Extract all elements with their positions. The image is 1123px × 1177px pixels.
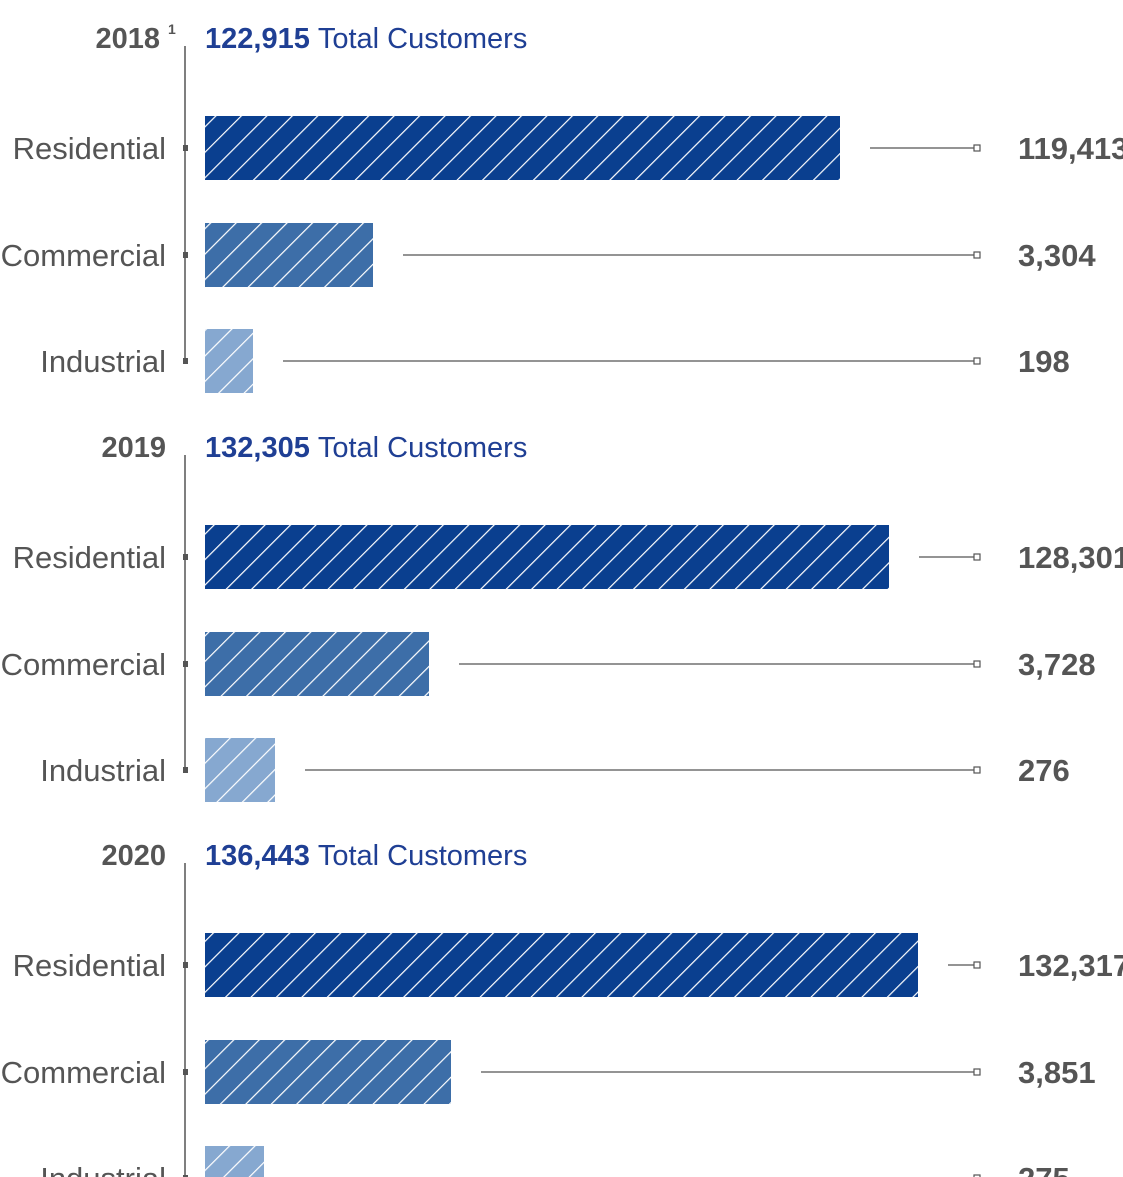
category-label-residential: Residential [13,131,166,166]
axis-tick [183,767,188,773]
bar-2018-residential [205,116,840,180]
year-group-2018: 2018 1 122,915 Total Customers Residential 11… [1,21,1123,393]
total-customers-value: 136,443 [205,840,310,872]
value-label-commercial: 3,728 [1018,647,1096,682]
category-label-residential: Residential [13,948,166,983]
value-label-residential: 132,317 [1018,948,1123,983]
axis-tick [183,252,188,258]
total-customers-text: Total Customers [318,23,528,55]
year-label: 2020 [101,840,166,872]
axis-tick [183,145,188,151]
total-customers-value: 132,305 [205,432,310,464]
axis-tick [183,661,188,667]
leader-end-marker [973,961,981,969]
bar-2020-residential [205,933,918,997]
bar-2020-commercial [205,1040,451,1104]
leader-end-marker [973,1174,981,1177]
value-label-industrial: 198 [1018,344,1070,379]
total-customers-value: 122,915 [205,23,310,55]
category-label-commercial: Commercial [1,647,166,682]
bar-2018-commercial [205,223,373,287]
leader-end-marker [973,251,981,259]
leader-end-marker [973,660,981,668]
leader-end-marker [973,1068,981,1076]
value-label-residential: 119,413 [1018,131,1123,166]
leader-end-marker [973,766,981,774]
category-label-commercial: Commercial [1,238,166,273]
axis-tick [183,962,188,968]
value-label-commercial: 3,851 [1018,1055,1096,1090]
value-label-industrial: 276 [1018,753,1070,788]
bar-2019-industrial [205,738,275,802]
leader-end-marker [973,553,981,561]
total-customers-text: Total Customers [318,432,528,464]
axis-tick [183,554,188,560]
category-label-residential: Residential [13,540,166,575]
category-label-industrial: Industrial [40,1161,166,1177]
axis-tick [183,1175,188,1177]
bar-2019-commercial [205,632,429,696]
bar-2018-industrial [205,329,253,393]
total-customers-text: Total Customers [318,840,528,872]
year-label: 2018 [95,23,160,55]
axis-tick [183,358,188,364]
leader-end-marker [973,144,981,152]
bar-2019-residential [205,525,889,589]
bar-2020-industrial [205,1146,264,1177]
axis-tick [183,1069,188,1075]
value-label-residential: 128,301 [1018,540,1123,575]
category-label-industrial: Industrial [40,344,166,379]
year-group-2019: 2019 132,305 Total Customers Residential 128… [1,432,1123,802]
leader-end-marker [973,357,981,365]
year-label: 2019 [101,432,166,464]
total-customers-heading: 132,305 Total Customers [205,432,527,464]
total-customers-heading: 136,443 Total Customers [205,840,527,872]
value-label-commercial: 3,304 [1018,238,1096,273]
category-label-industrial: Industrial [40,753,166,788]
year-group-2020: 2020 136,443 Total Customers Residential 132… [1,840,1123,1177]
year-footnote-mark: 1 [168,21,176,37]
value-label-industrial: 275 [1018,1161,1070,1177]
total-customers-heading: 122,915 Total Customers [205,23,527,55]
category-label-commercial: Commercial [1,1055,166,1090]
